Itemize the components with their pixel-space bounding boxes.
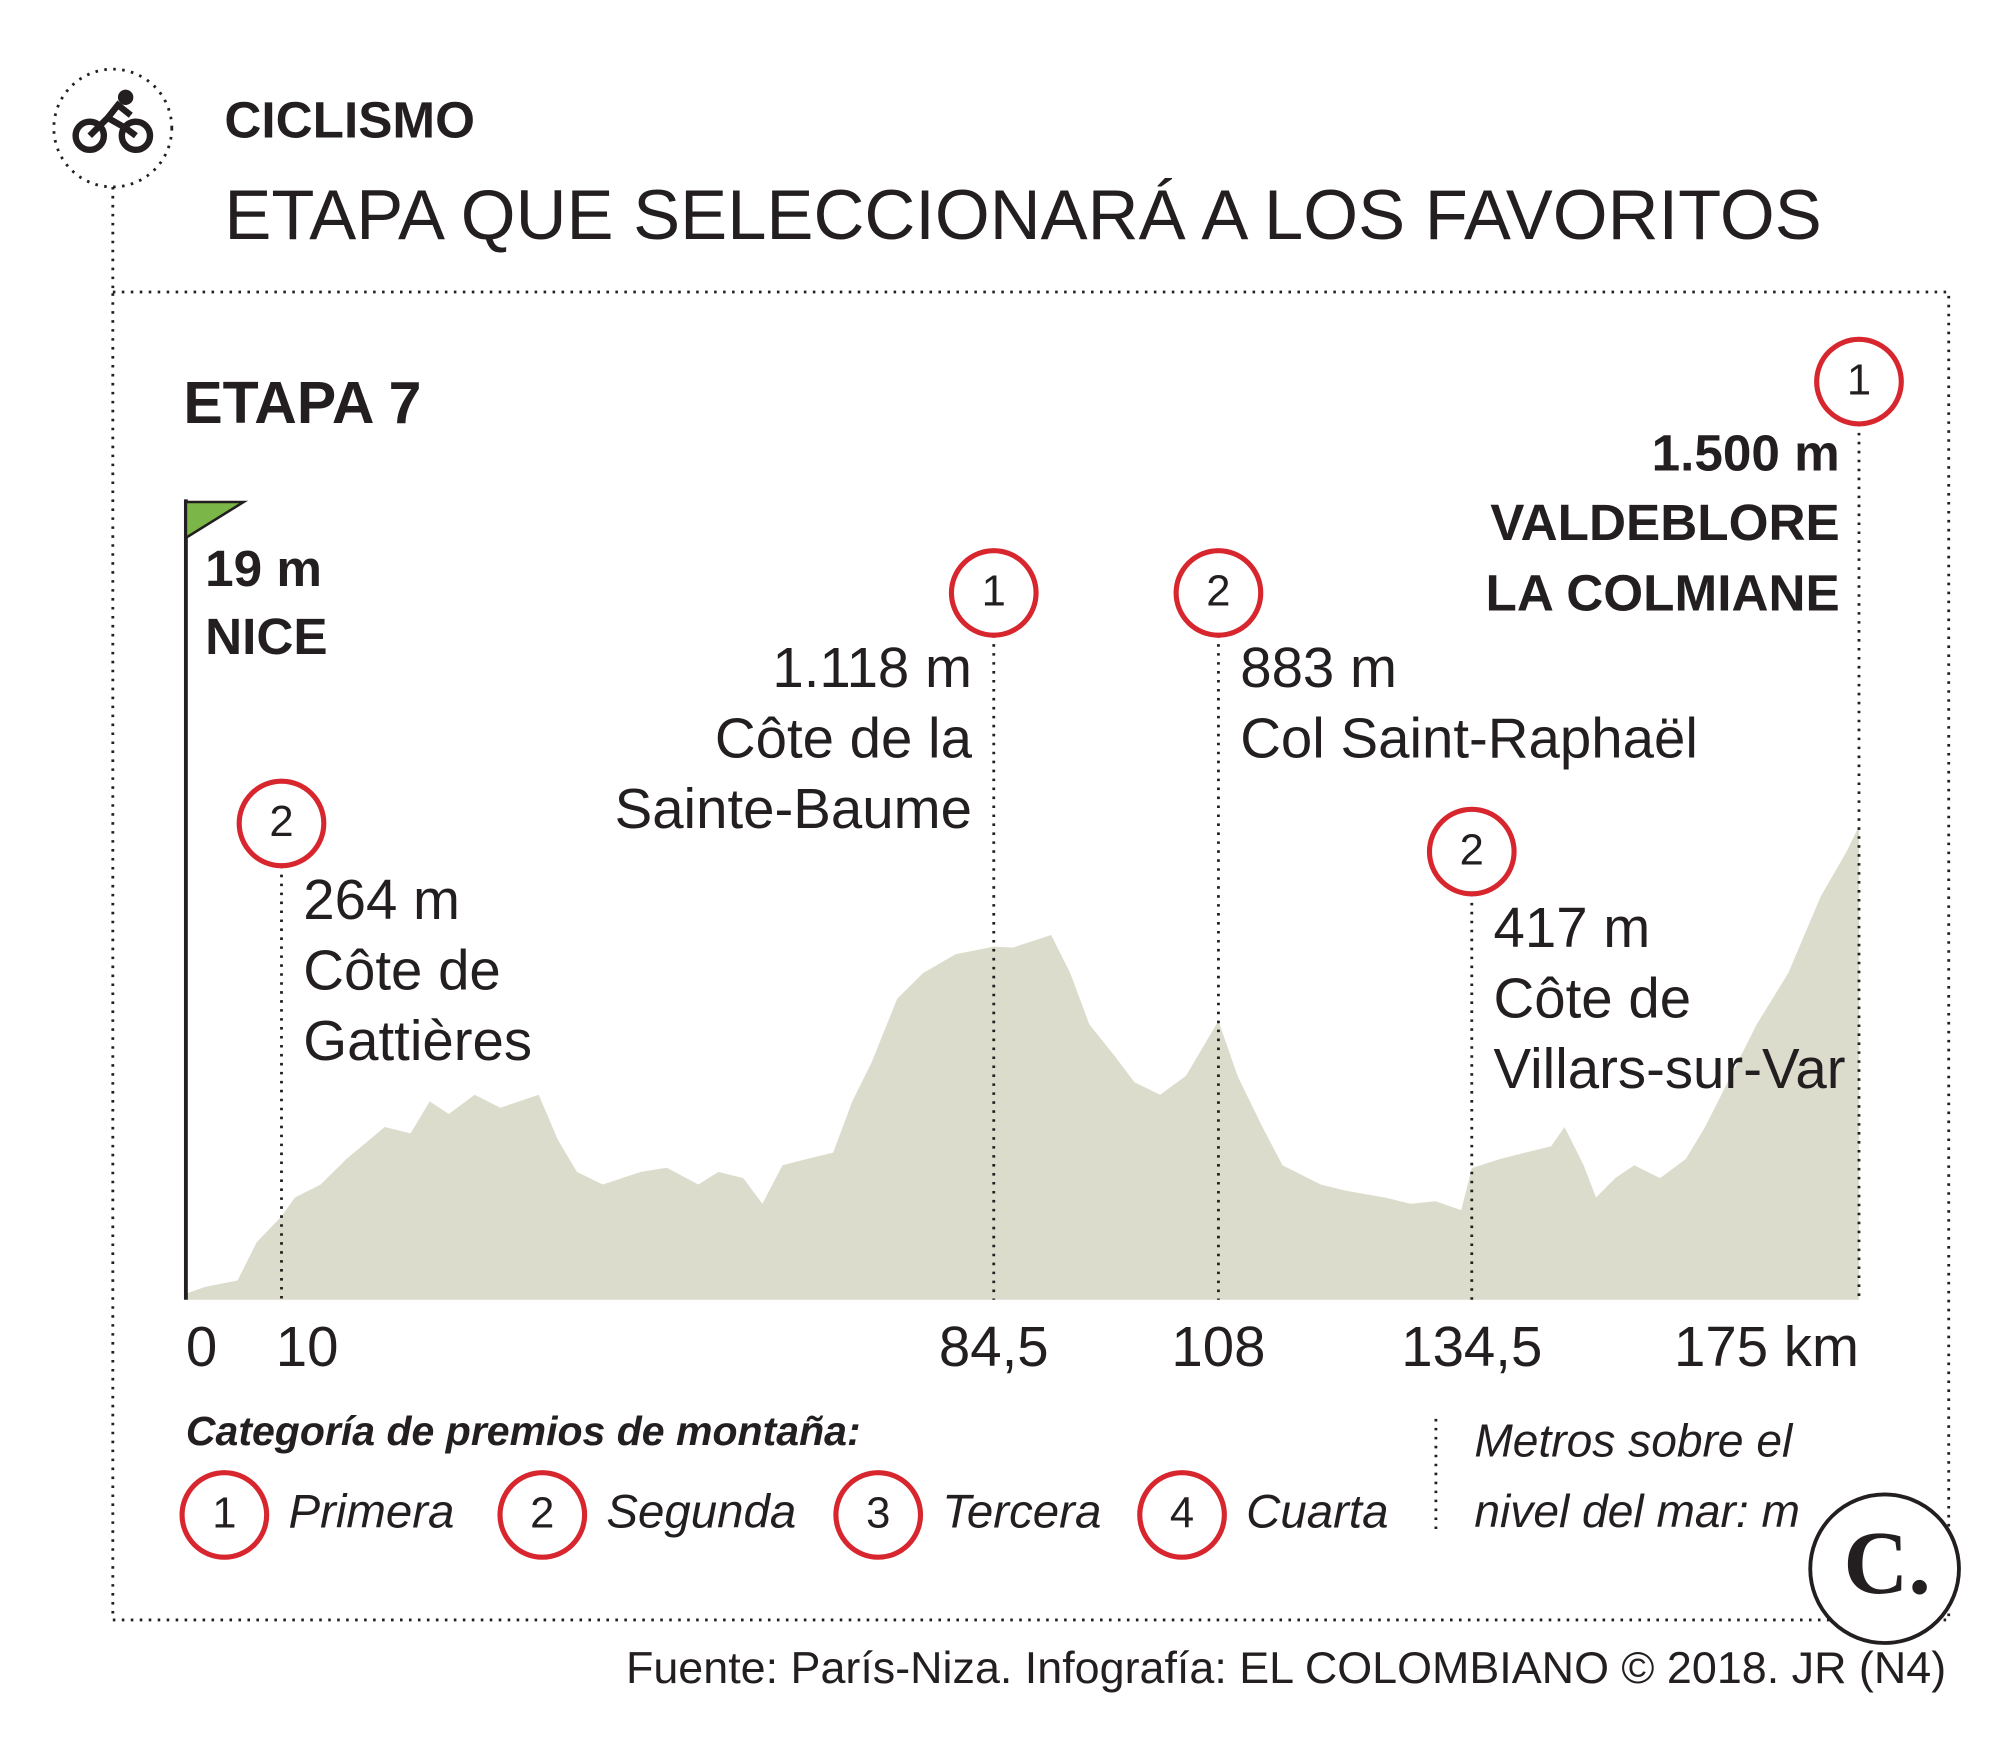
start-flag <box>184 500 249 541</box>
start-elevation: 19 m <box>205 540 322 597</box>
legend-badge <box>833 1470 924 1560</box>
category-badge <box>236 778 327 869</box>
legend: 1 Primera 2 Segunda 3 Tercera 4 Cuarta <box>179 1470 1388 1560</box>
category-badge <box>1426 806 1517 897</box>
unit-note: Metros sobre el <box>1474 1415 1794 1467</box>
x-tick-label: 10 <box>276 1315 339 1378</box>
legend-label: Segunda <box>606 1485 796 1538</box>
category-number: 2 <box>1460 826 1484 874</box>
legend-number: 1 <box>212 1490 236 1538</box>
category-badge <box>1814 336 1904 427</box>
x-tick-label: 108 <box>1171 1315 1265 1378</box>
x-tick-label: 134,5 <box>1401 1315 1542 1378</box>
legend-label: Tercera <box>942 1485 1101 1538</box>
climb-elevation: 264 m <box>303 868 460 931</box>
category-number: 1 <box>1847 356 1871 404</box>
climb-name: Côte de <box>1494 967 1692 1030</box>
climb-name: Villars-sur-Var <box>1494 1037 1846 1100</box>
climb-elevation: 1.118 m <box>772 636 972 699</box>
logo-ring <box>1808 1492 1961 1645</box>
climb-name: Côte de la <box>715 707 973 770</box>
elevation-profile <box>185 825 1859 1300</box>
legend-title: Categoría de premios de montaña: <box>186 1408 861 1454</box>
climb-name: Gattières <box>303 1009 532 1072</box>
category-badge <box>1173 548 1264 638</box>
x-tick-label: 84,5 <box>939 1315 1049 1378</box>
x-tick-label: 0 <box>186 1315 217 1378</box>
legend-badge <box>179 1470 270 1560</box>
legend-badge <box>1137 1470 1227 1560</box>
climb-name: Sainte-Baume <box>615 777 972 840</box>
finish-name: VALDEBLORE <box>1490 494 1839 551</box>
category-number: 1 <box>982 568 1006 616</box>
chart-title: ETAPA 7 <box>183 371 421 436</box>
source: Fuente: París-Niza. Infografía: EL COLOM… <box>626 1642 1946 1693</box>
cyclist-icon <box>72 89 154 154</box>
legend-number: 3 <box>866 1490 890 1538</box>
finish-elevation: 1.500 m <box>1652 425 1840 482</box>
category-badge <box>948 548 1039 638</box>
legend-number: 4 <box>1170 1490 1194 1538</box>
legend-badge <box>497 1470 588 1560</box>
x-tick-label: 175 km <box>1674 1315 1859 1378</box>
category-number: 2 <box>1206 568 1230 616</box>
start-name: NICE <box>205 608 328 665</box>
icon-frame <box>52 67 174 189</box>
unit-note: nivel del mar: m <box>1474 1485 1800 1537</box>
climb-elevation: 883 m <box>1240 636 1397 699</box>
section-label: CICLISMO <box>224 92 475 149</box>
climb-elevation: 417 m <box>1494 896 1651 959</box>
finish-name: LA COLMIANE <box>1486 564 1840 621</box>
legend-label: Primera <box>288 1485 454 1538</box>
page-title: ETAPA QUE SELECCIONARÁ A LOS FAVORITOS <box>224 175 1821 254</box>
logo: C. <box>1844 1514 1931 1613</box>
climb-name: Côte de <box>303 938 501 1001</box>
climb-name: Col Saint-Raphaël <box>1240 707 1698 770</box>
legend-number: 2 <box>530 1490 554 1538</box>
legend-label: Cuarta <box>1246 1485 1388 1538</box>
category-number: 2 <box>269 798 293 846</box>
